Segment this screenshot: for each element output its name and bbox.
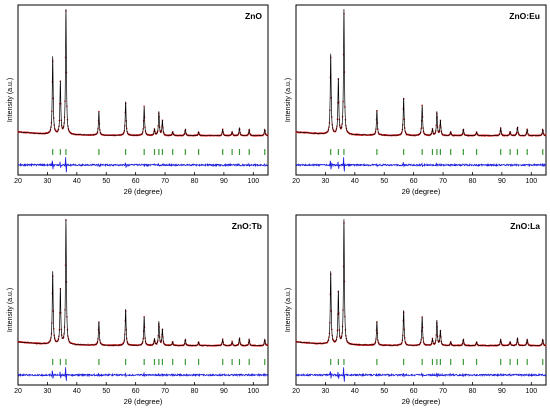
xrd-panel: 20 30 40 50 60 70 80 90 100 2θ (degree) Intensity …	[285, 4, 547, 196]
y-axis-label: Intensity (a.u.)	[7, 288, 14, 332]
difference-curve	[17, 367, 269, 381]
x-tick-label: 40	[351, 388, 359, 395]
observed-pattern	[295, 13, 547, 137]
panel-label: ZnO	[245, 11, 262, 21]
x-tick-label: 80	[469, 388, 477, 395]
x-tick-label: 50	[102, 178, 110, 185]
xrd-panel: 20 30 40 50 60 70 80 90 100 2θ (degree) Intensity …	[7, 4, 269, 196]
observed-pattern	[17, 219, 269, 347]
difference-curve	[295, 367, 547, 382]
plot-frame	[17, 214, 269, 386]
x-axis-label: 2θ (degree)	[124, 187, 163, 196]
x-tick-label: 50	[380, 178, 388, 185]
xrd-panel: 20 30 40 50 60 70 80 90 100 2θ (degree) Intensity …	[7, 214, 269, 406]
x-tick-label: 50	[380, 388, 388, 395]
x-tick-label: 60	[410, 178, 418, 185]
plot-frame	[295, 4, 547, 176]
x-tick-label: 20	[292, 388, 300, 395]
y-axis-label: Intensity (a.u.)	[285, 288, 292, 332]
observed-pattern	[295, 222, 547, 347]
x-tick-label: 20	[292, 178, 300, 185]
x-tick-label: 80	[469, 178, 477, 185]
x-tick-label: 70	[439, 388, 447, 395]
x-tick-label: 100	[525, 388, 537, 395]
x-tick-label: 40	[351, 178, 359, 185]
x-tick-label: 80	[191, 178, 199, 185]
calculated-pattern	[295, 219, 547, 346]
x-tick-label: 90	[220, 388, 228, 395]
x-tick-label: 20	[14, 178, 22, 185]
x-tick-label: 70	[439, 178, 447, 185]
x-tick-label: 90	[498, 388, 506, 395]
x-tick-label: 50	[102, 388, 110, 395]
x-axis-label: 2θ (degree)	[402, 397, 441, 406]
x-tick-label: 60	[132, 388, 140, 395]
panel-label: ZnO:Tb	[232, 221, 262, 231]
observed-pattern	[17, 10, 269, 137]
x-tick-label: 30	[44, 388, 52, 395]
x-tick-label: 90	[220, 178, 228, 185]
panel-label: ZnO:La	[510, 221, 540, 231]
calculated-pattern	[295, 9, 547, 136]
y-axis-label: Intensity (a.u.)	[285, 78, 292, 122]
panel-label: ZnO:Eu	[509, 11, 540, 21]
x-tick-label: 20	[14, 388, 22, 395]
x-tick-label: 30	[44, 178, 52, 185]
x-tick-label: 100	[247, 178, 259, 185]
x-axis-label: 2θ (degree)	[124, 397, 163, 406]
calculated-pattern	[17, 219, 269, 346]
plot-frame	[17, 4, 269, 176]
x-tick-label: 70	[161, 178, 169, 185]
y-axis-label: Intensity (a.u.)	[7, 78, 14, 122]
xrd-panel: 20 30 40 50 60 70 80 90 100 2θ (degree) Intensity …	[285, 214, 547, 406]
x-tick-label: 90	[498, 178, 506, 185]
calculated-pattern	[17, 9, 269, 136]
x-axis-label: 2θ (degree)	[402, 187, 441, 196]
x-tick-label: 100	[247, 388, 259, 395]
x-tick-label: 80	[191, 388, 199, 395]
x-tick-label: 70	[161, 388, 169, 395]
x-tick-label: 100	[525, 178, 537, 185]
difference-curve	[18, 157, 269, 173]
x-tick-label: 30	[322, 178, 330, 185]
x-tick-label: 60	[410, 388, 418, 395]
plot-frame	[295, 214, 547, 386]
x-tick-label: 30	[322, 388, 330, 395]
x-tick-label: 60	[132, 178, 140, 185]
x-tick-label: 40	[73, 178, 81, 185]
x-tick-label: 40	[73, 388, 81, 395]
difference-curve	[295, 157, 547, 172]
